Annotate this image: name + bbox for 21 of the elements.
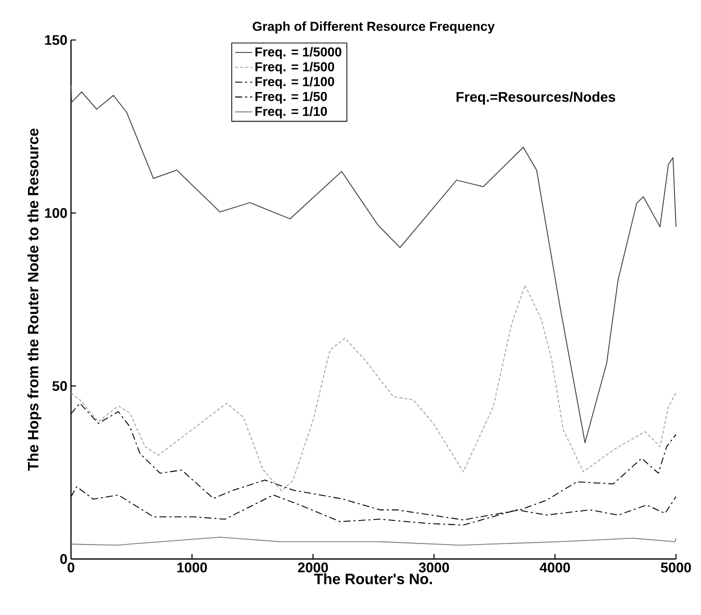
legend-label: Freq. = 1/100 [255,76,334,89]
annotation: Freq.=Resources/Nodes [456,92,616,105]
legend-label: Freq. = 1/500 [255,62,334,74]
line-series [70,536,676,546]
chart-title: Graph of Different Resource Frequency [252,21,495,34]
x-tick-label: 4000 [540,562,570,572]
x-tick-label: 2000 [298,562,328,572]
x-axis-title: The Router's No. [314,573,432,584]
y-tick-label: 100 [45,208,67,218]
y-axis-title: The Hops from the Router Node to the Resource [27,128,42,471]
y-tick-label: 150 [45,35,67,45]
line-series [70,284,676,492]
x-tick-label: 5000 [660,562,691,572]
y-tick-label: 50 [52,381,67,391]
legend-label: Freq. = 1/50 [255,92,327,104]
x-tick-label: 0 [68,562,74,572]
y-tick-label: 0 [60,554,67,564]
legend-label: Freq. = 1/5000 [255,46,342,60]
legend-label: Freq. = 1/10 [255,106,327,119]
x-tick-label: 1000 [177,562,207,572]
x-tick-label: 3000 [418,562,449,572]
